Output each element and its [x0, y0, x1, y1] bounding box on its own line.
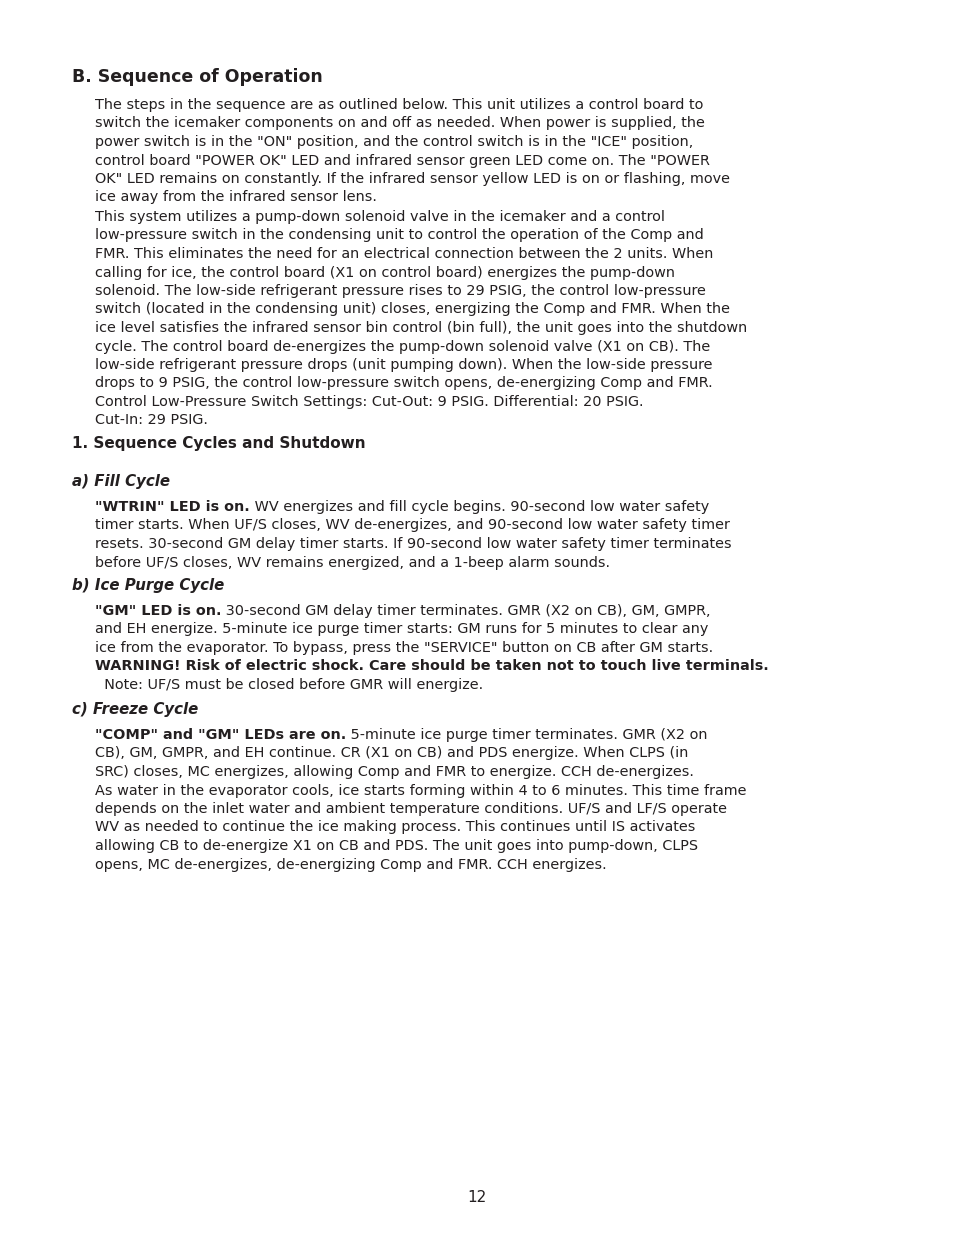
Text: switch (located in the condensing unit) closes, energizing the Comp and FMR. Whe: switch (located in the condensing unit) …: [95, 303, 729, 316]
Text: Cut-In: 29 PSIG.: Cut-In: 29 PSIG.: [95, 414, 208, 427]
Text: low-side refrigerant pressure drops (unit pumping down). When the low-side press: low-side refrigerant pressure drops (uni…: [95, 358, 712, 372]
Text: a) Fill Cycle: a) Fill Cycle: [71, 474, 170, 489]
Text: and EH energize. 5-minute ice purge timer starts: GM runs for 5 minutes to clear: and EH energize. 5-minute ice purge time…: [95, 622, 708, 636]
Text: low-pressure switch in the condensing unit to control the operation of the Comp : low-pressure switch in the condensing un…: [95, 228, 703, 242]
Text: Control Low-Pressure Switch Settings: Cut-Out: 9 PSIG. Differential: 20 PSIG.: Control Low-Pressure Switch Settings: Cu…: [95, 395, 643, 409]
Text: 1. Sequence Cycles and Shutdown: 1. Sequence Cycles and Shutdown: [71, 436, 365, 451]
Text: opens, MC de-energizes, de-energizing Comp and FMR. CCH energizes.: opens, MC de-energizes, de-energizing Co…: [95, 857, 606, 872]
Text: Note: UF/S must be closed before GMR will energize.: Note: UF/S must be closed before GMR wil…: [95, 678, 482, 692]
Text: depends on the inlet water and ambient temperature conditions. UF/S and LF/S ope: depends on the inlet water and ambient t…: [95, 802, 726, 816]
Text: 30-second GM delay timer terminates. GMR (X2 on CB), GM, GMPR,: 30-second GM delay timer terminates. GMR…: [221, 604, 710, 618]
Text: switch the icemaker components on and off as needed. When power is supplied, the: switch the icemaker components on and of…: [95, 116, 704, 131]
Text: resets. 30-second GM delay timer starts. If 90-second low water safety timer ter: resets. 30-second GM delay timer starts.…: [95, 537, 731, 551]
Text: c) Freeze Cycle: c) Freeze Cycle: [71, 701, 198, 718]
Text: As water in the evaporator cools, ice starts forming within 4 to 6 minutes. This: As water in the evaporator cools, ice st…: [95, 783, 745, 798]
Text: "COMP" and "GM" LEDs are on.: "COMP" and "GM" LEDs are on.: [95, 727, 346, 742]
Text: "GM" LED is on.: "GM" LED is on.: [95, 604, 221, 618]
Text: b) Ice Purge Cycle: b) Ice Purge Cycle: [71, 578, 224, 593]
Text: CB), GM, GMPR, and EH continue. CR (X1 on CB) and PDS energize. When CLPS (in: CB), GM, GMPR, and EH continue. CR (X1 o…: [95, 746, 688, 761]
Text: before UF/S closes, WV remains energized, and a 1-beep alarm sounds.: before UF/S closes, WV remains energized…: [95, 556, 609, 569]
Text: ice level satisfies the infrared sensor bin control (bin full), the unit goes in: ice level satisfies the infrared sensor …: [95, 321, 746, 335]
Text: drops to 9 PSIG, the control low-pressure switch opens, de-energizing Comp and F: drops to 9 PSIG, the control low-pressur…: [95, 377, 712, 390]
Text: WV energizes and fill cycle begins. 90-second low water safety: WV energizes and fill cycle begins. 90-s…: [250, 500, 708, 514]
Text: SRC) closes, MC energizes, allowing Comp and FMR to energize. CCH de-energizes.: SRC) closes, MC energizes, allowing Comp…: [95, 764, 693, 779]
Text: cycle. The control board de-energizes the pump-down solenoid valve (X1 on CB). T: cycle. The control board de-energizes th…: [95, 340, 709, 353]
Text: 12: 12: [467, 1191, 486, 1205]
Text: timer starts. When UF/S closes, WV de-energizes, and 90-second low water safety : timer starts. When UF/S closes, WV de-en…: [95, 519, 729, 532]
Text: ice from the evaporator. To bypass, press the "SERVICE" button on CB after GM st: ice from the evaporator. To bypass, pres…: [95, 641, 713, 655]
Text: WV as needed to continue the ice making process. This continues until IS activat: WV as needed to continue the ice making …: [95, 820, 695, 835]
Text: OK" LED remains on constantly. If the infrared sensor yellow LED is on or flashi: OK" LED remains on constantly. If the in…: [95, 172, 729, 186]
Text: "WTRIN" LED is on.: "WTRIN" LED is on.: [95, 500, 250, 514]
Text: calling for ice, the control board (X1 on control board) energizes the pump-down: calling for ice, the control board (X1 o…: [95, 266, 675, 279]
Text: ice away from the infrared sensor lens.: ice away from the infrared sensor lens.: [95, 190, 376, 205]
Text: The steps in the sequence are as outlined below. This unit utilizes a control bo: The steps in the sequence are as outline…: [95, 98, 702, 112]
Text: solenoid. The low-side refrigerant pressure rises to 29 PSIG, the control low-pr: solenoid. The low-side refrigerant press…: [95, 284, 705, 298]
Text: allowing CB to de-energize X1 on CB and PDS. The unit goes into pump-down, CLPS: allowing CB to de-energize X1 on CB and …: [95, 839, 698, 853]
Text: 5-minute ice purge timer terminates. GMR (X2 on: 5-minute ice purge timer terminates. GMR…: [346, 727, 707, 742]
Text: B. Sequence of Operation: B. Sequence of Operation: [71, 68, 322, 86]
Text: power switch is in the "ON" position, and the control switch is in the "ICE" pos: power switch is in the "ON" position, an…: [95, 135, 693, 149]
Text: control board "POWER OK" LED and infrared sensor green LED come on. The "POWER: control board "POWER OK" LED and infrare…: [95, 153, 709, 168]
Text: WARNING! Risk of electric shock. Care should be taken not to touch live terminal: WARNING! Risk of electric shock. Care sh…: [95, 659, 768, 673]
Text: FMR. This eliminates the need for an electrical connection between the 2 units. : FMR. This eliminates the need for an ele…: [95, 247, 713, 261]
Text: This system utilizes a pump-down solenoid valve in the icemaker and a control: This system utilizes a pump-down solenoi…: [95, 210, 664, 224]
